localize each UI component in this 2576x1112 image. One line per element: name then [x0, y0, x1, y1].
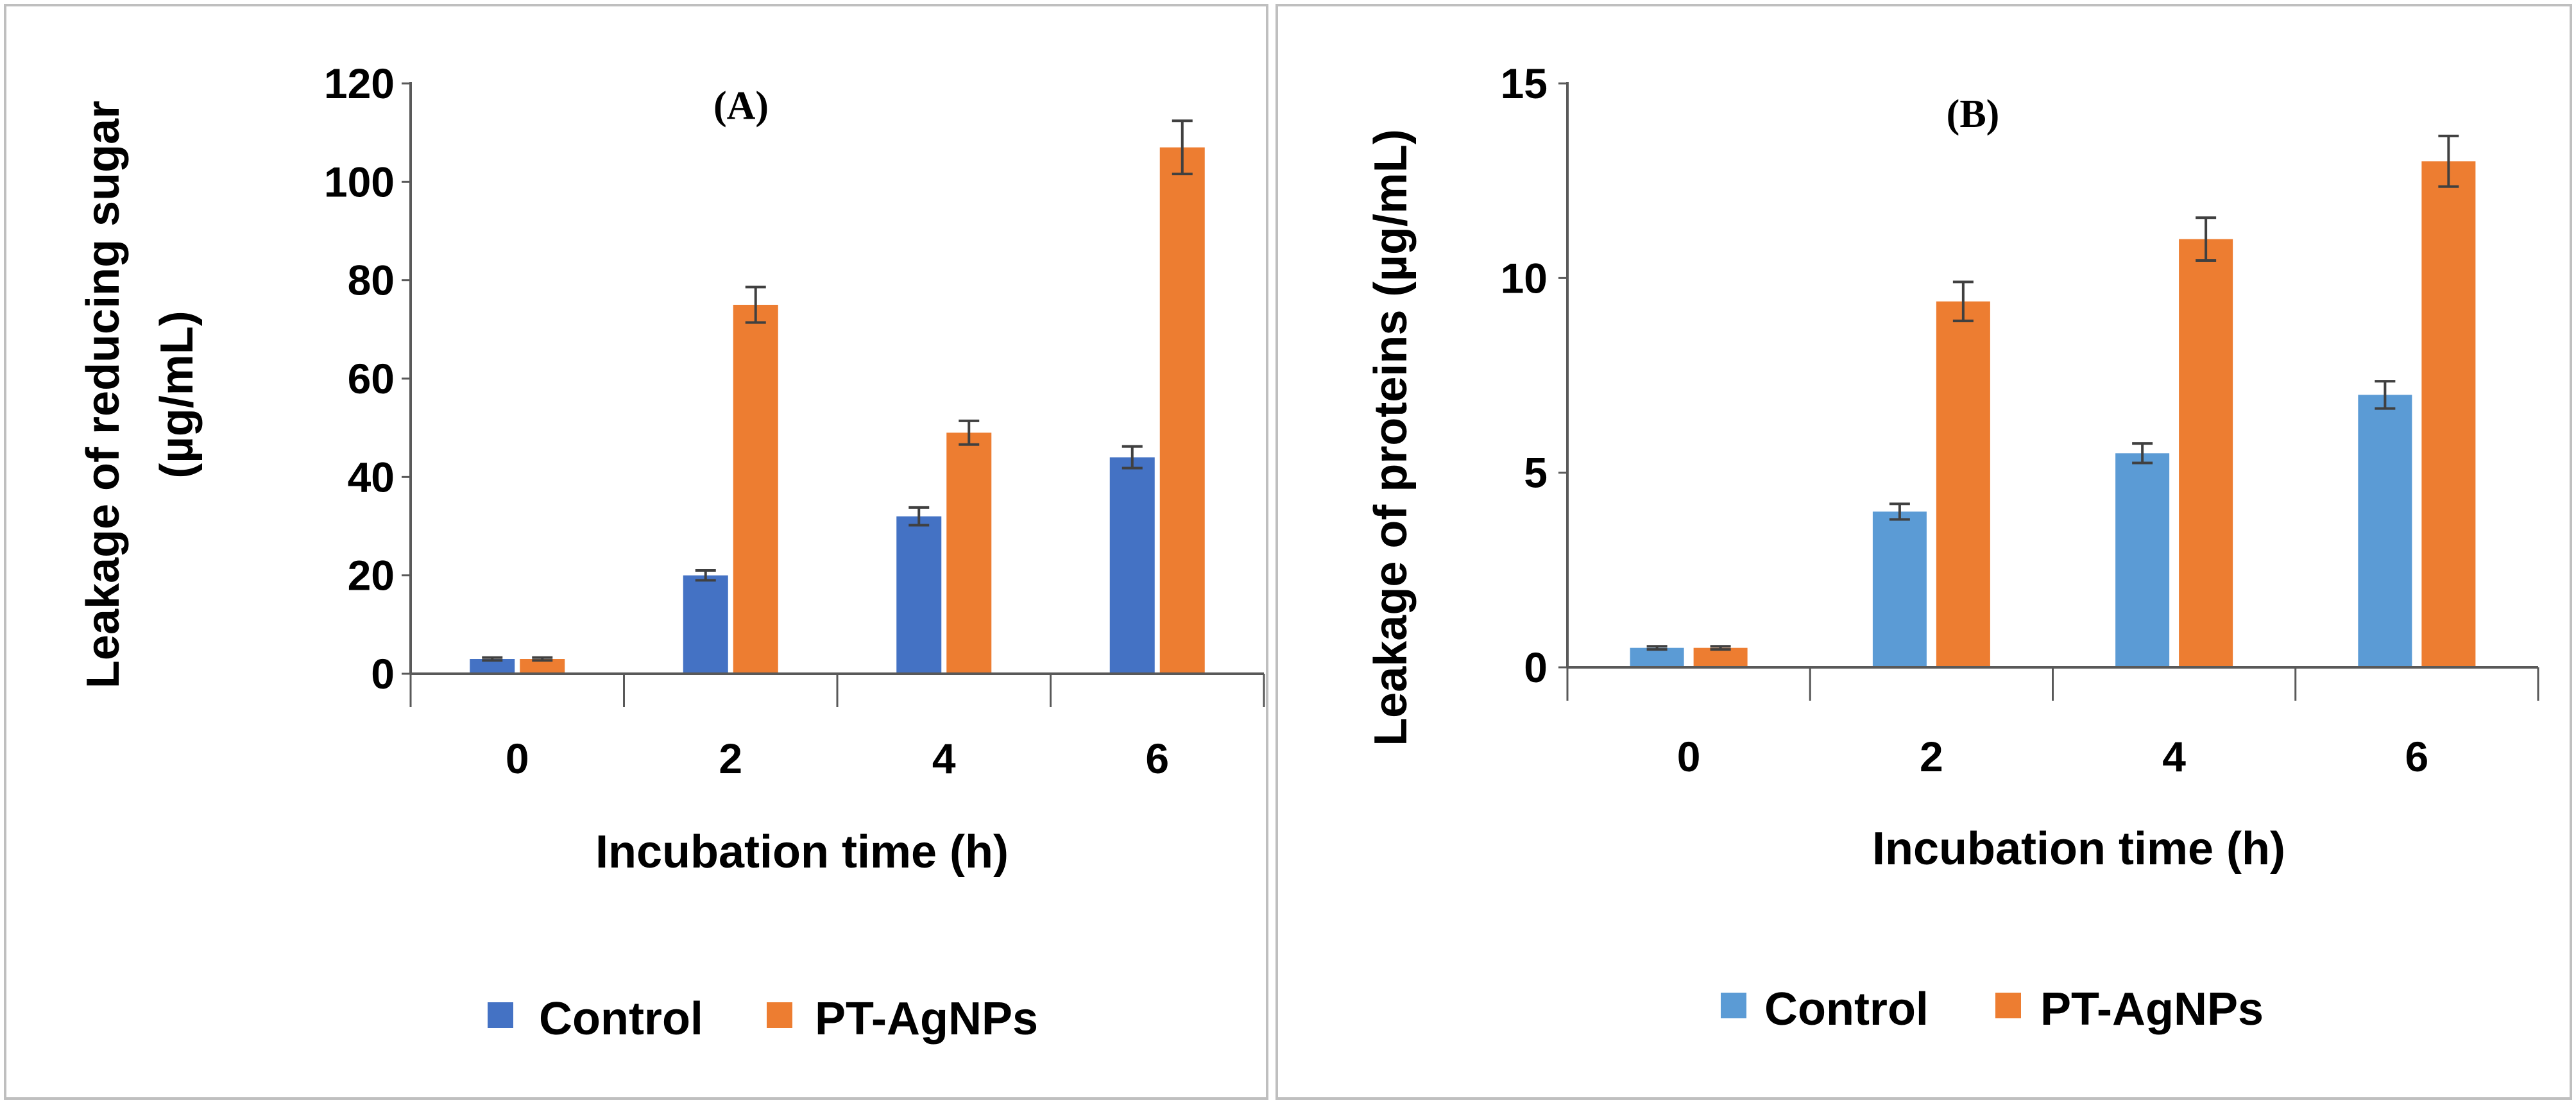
- panel-b-legend-label-control: Control: [1764, 984, 1929, 1035]
- bar-pt-agnps-2: [1936, 301, 1990, 667]
- panel-a-xtick-label: 4: [932, 735, 956, 782]
- panel-b-legend: Control PT-AgNPs: [1721, 984, 2264, 1035]
- panel-b-label: (B): [1947, 92, 2000, 136]
- panel-b-xlabel: Incubation time (h): [1872, 823, 2285, 875]
- panel-a-ytick-label: 40: [348, 453, 395, 500]
- panel-b-y-ticks: 0 5 10 15: [1501, 60, 1567, 691]
- bar-pt-agnps-6: [2421, 161, 2476, 668]
- bar-control-4: [2115, 453, 2170, 667]
- panel-b-xtick-label: 2: [1920, 733, 1943, 780]
- panel-a-y-ticks: 0 20 40 60 80 100 120: [324, 60, 411, 697]
- panel-b-ylabel: Leakage of proteins (µg/mL): [1365, 129, 1417, 746]
- panel-b-x-ticks: 0 2 4 6: [1677, 733, 2428, 780]
- panel-a: (A) 0 20 40 60 80 100 120 0 2 4 6 Leakage of redu…: [4, 4, 1268, 1100]
- panel-a-xtick-label: 0: [506, 735, 529, 782]
- bar-control-6: [1109, 457, 1155, 674]
- panel-a-ytick-label: 120: [324, 60, 395, 107]
- panel-a-x-ticks: 0 2 4 6: [506, 735, 1169, 782]
- panel-a-legend-swatch-control: [488, 1002, 513, 1028]
- panel-a-ytick-label: 80: [348, 257, 395, 304]
- panel-b-xtick-label: 0: [1677, 733, 1701, 780]
- bar-pt-agnps-4: [2179, 239, 2233, 668]
- bar-control-6: [2358, 395, 2412, 667]
- panel-b-xtick-label: 6: [2405, 733, 2429, 780]
- bar-control-4: [896, 516, 942, 674]
- panel-a-legend-swatch-pt-agnps: [767, 1002, 792, 1028]
- panel-b-legend-label-pt-agnps: PT-AgNPs: [2040, 984, 2264, 1035]
- panel-a-ylabel-line2: (µg/mL): [151, 311, 203, 478]
- panel-b-axes: [1566, 82, 2539, 701]
- bar-control-2: [683, 575, 728, 674]
- panel-b-bars: [1630, 134, 2476, 668]
- bar-control-0: [470, 659, 515, 674]
- panel-a-ytick-label: 60: [348, 355, 395, 402]
- panel-a-ytick-label: 0: [371, 650, 395, 697]
- panel-b-ytick-label: 0: [1524, 644, 1548, 691]
- panel-b: (B) 0 5 10 15 0 2 4 6 Leakage of proteins (µg/…: [1275, 4, 2572, 1100]
- bar-pt-agnps-2: [733, 305, 778, 674]
- panel-a-ytick-label: 100: [324, 158, 395, 205]
- panel-b-xtick-label: 4: [2162, 733, 2186, 780]
- panel-a-bars: [470, 119, 1205, 674]
- panel-a-legend: Control PT-AgNPs: [488, 993, 1038, 1045]
- panel-a-frame: [4, 4, 1268, 1100]
- panel-a-ytick-label: 20: [348, 552, 395, 599]
- bar-control-0: [1630, 647, 1684, 667]
- bar-pt-agnps-4: [946, 432, 992, 674]
- panel-a-label: (A): [713, 84, 769, 128]
- bar-control-2: [1872, 511, 1927, 667]
- panel-a-xlabel: Incubation time (h): [595, 826, 1009, 878]
- bar-pt-agnps-0: [1693, 647, 1748, 667]
- panel-a-xtick-label: 6: [1145, 735, 1169, 782]
- panel-a-ylabel-line1: Leakage of reducing sugar: [78, 101, 129, 689]
- panel-b-legend-swatch-control: [1721, 993, 1746, 1018]
- panel-a-legend-label-control: Control: [539, 993, 703, 1045]
- bar-pt-agnps-6: [1159, 147, 1205, 674]
- bar-pt-agnps-0: [520, 659, 565, 674]
- panel-b-legend-swatch-pt-agnps: [1995, 993, 2021, 1018]
- panel-a-xtick-label: 2: [719, 735, 742, 782]
- panel-b-ytick-label: 10: [1501, 254, 1548, 302]
- panel-b-ytick-label: 5: [1524, 449, 1548, 497]
- panel-b-ytick-label: 15: [1501, 60, 1548, 107]
- panel-a-axes: [409, 82, 1265, 707]
- panel-a-legend-label-pt-agnps: PT-AgNPs: [815, 993, 1038, 1045]
